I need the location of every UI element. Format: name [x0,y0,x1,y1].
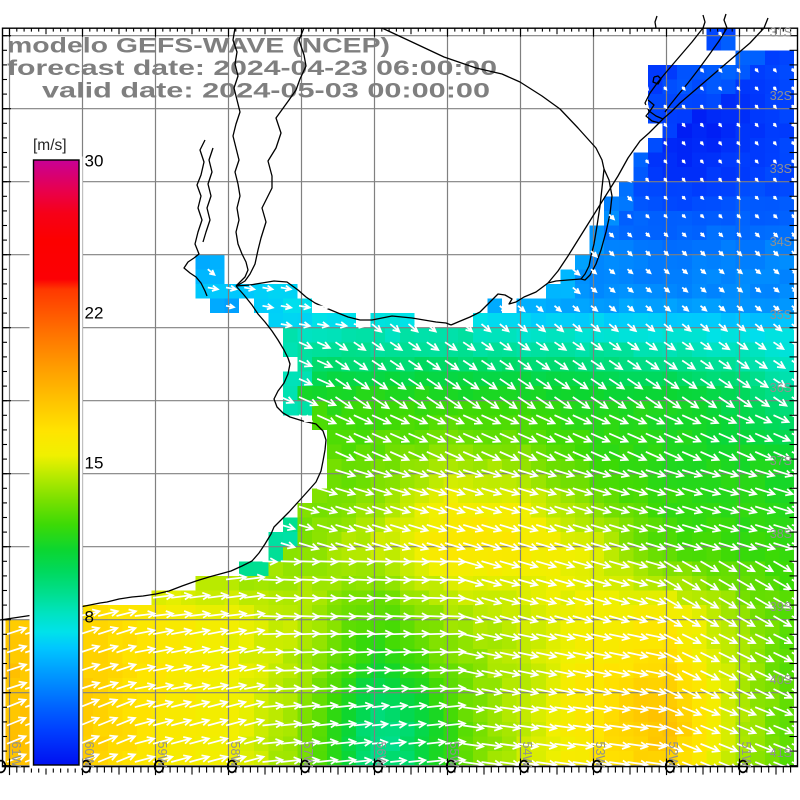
svg-text:40S: 40S [770,673,792,687]
svg-text:57W: 57W [301,742,315,768]
svg-text:60W: 60W [82,742,96,768]
svg-text:8: 8 [85,608,94,627]
svg-text:59W: 59W [155,742,169,768]
svg-text:forecast date: 2024-04-23 06:0: forecast date: 2024-04-23 06:00:00 [7,56,497,80]
svg-text:valid date: 2024-05-03 00:00:0: valid date: 2024-05-03 00:00:00 [42,79,490,103]
svg-text:53W: 53W [593,742,607,768]
svg-text:32S: 32S [770,89,792,103]
svg-text:36S: 36S [770,381,792,395]
svg-text:33S: 33S [770,162,792,176]
svg-text:54W: 54W [520,742,534,768]
svg-text:34S: 34S [770,235,792,249]
svg-text:41S: 41S [770,746,792,760]
svg-text:55W: 55W [447,742,461,768]
svg-text:58W: 58W [228,742,242,768]
svg-text:38S: 38S [770,527,792,541]
svg-text:30: 30 [85,152,104,171]
svg-text:56W: 56W [374,742,388,768]
svg-text:22: 22 [85,304,104,323]
svg-text:31S: 31S [770,25,792,39]
svg-text:51W: 51W [739,742,753,768]
svg-text:[m/s]: [m/s] [33,137,67,154]
svg-text:37S: 37S [770,454,792,468]
svg-text:modelo GEFS-WAVE (NCEP): modelo GEFS-WAVE (NCEP) [7,34,390,58]
svg-text:52W: 52W [666,742,680,768]
svg-text:15: 15 [85,454,104,473]
svg-text:35S: 35S [770,308,792,322]
svg-text:61W: 61W [9,742,23,768]
svg-text:39S: 39S [770,600,792,614]
